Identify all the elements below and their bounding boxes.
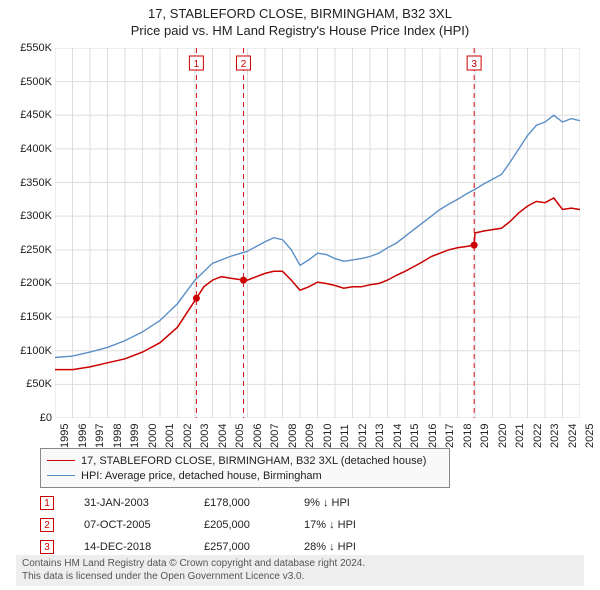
x-tick-label: 2018: [462, 424, 474, 448]
y-tick-label: £500K: [4, 76, 52, 88]
x-tick-label: 2006: [252, 424, 264, 448]
x-tick-label: 2010: [322, 424, 334, 448]
x-tick-label: 1997: [94, 424, 106, 448]
x-tick-label: 2007: [269, 424, 281, 448]
svg-text:1: 1: [194, 59, 200, 70]
x-tick-label: 2025: [584, 424, 596, 448]
x-tick-label: 2019: [479, 424, 491, 448]
legend-swatch-property: [47, 460, 75, 461]
y-tick-label: £0: [4, 412, 52, 424]
x-tick-label: 2021: [514, 424, 526, 448]
x-tick-label: 2020: [497, 424, 509, 448]
footer-line-1: Contains HM Land Registry data © Crown c…: [22, 558, 578, 571]
marker-diff-3: 28% ↓ HPI: [304, 541, 414, 553]
legend-swatch-hpi: [47, 475, 75, 476]
y-tick-label: £550K: [4, 42, 52, 54]
x-tick-label: 2014: [392, 424, 404, 448]
y-tick-label: £450K: [4, 109, 52, 121]
x-tick-label: 2012: [357, 424, 369, 448]
title-line-2: Price paid vs. HM Land Registry's House …: [0, 23, 600, 38]
legend: 17, STABLEFORD CLOSE, BIRMINGHAM, B32 3X…: [40, 448, 450, 488]
x-tick-label: 2017: [444, 424, 456, 448]
x-tick-label: 2005: [234, 424, 246, 448]
legend-label-property: 17, STABLEFORD CLOSE, BIRMINGHAM, B32 3X…: [81, 455, 426, 467]
x-tick-label: 2008: [287, 424, 299, 448]
marker-date-1: 31-JAN-2003: [84, 497, 204, 509]
y-tick-label: £250K: [4, 244, 52, 256]
x-tick-label: 2013: [374, 424, 386, 448]
x-tick-label: 1996: [77, 424, 89, 448]
legend-item-hpi: HPI: Average price, detached house, Birm…: [47, 468, 443, 483]
x-tick-label: 2015: [409, 424, 421, 448]
x-tick-label: 2022: [532, 424, 544, 448]
x-tick-label: 2024: [567, 424, 579, 448]
x-tick-label: 2000: [147, 424, 159, 448]
marker-date-3: 14-DEC-2018: [84, 541, 204, 553]
marker-row-1: 1 31-JAN-2003 £178,000 9% ↓ HPI: [40, 492, 414, 514]
marker-row-2: 2 07-OCT-2005 £205,000 17% ↓ HPI: [40, 514, 414, 536]
legend-label-hpi: HPI: Average price, detached house, Birm…: [81, 470, 322, 482]
x-tick-label: 2001: [164, 424, 176, 448]
marker-price-1: £178,000: [204, 497, 304, 509]
y-tick-label: £200K: [4, 277, 52, 289]
x-tick-label: 2023: [549, 424, 561, 448]
marker-num-3: 3: [40, 540, 54, 554]
chart-title-block: 17, STABLEFORD CLOSE, BIRMINGHAM, B32 3X…: [0, 0, 600, 38]
y-tick-label: £150K: [4, 311, 52, 323]
page-container: 17, STABLEFORD CLOSE, BIRMINGHAM, B32 3X…: [0, 0, 600, 590]
x-tick-label: 1999: [129, 424, 141, 448]
x-tick-label: 2016: [427, 424, 439, 448]
x-tick-label: 1995: [59, 424, 71, 448]
svg-text:3: 3: [471, 59, 477, 70]
footer: Contains HM Land Registry data © Crown c…: [16, 555, 584, 586]
x-tick-label: 2002: [182, 424, 194, 448]
y-tick-label: £350K: [4, 177, 52, 189]
y-tick-label: £100K: [4, 345, 52, 357]
marker-price-2: £205,000: [204, 519, 304, 531]
line-chart: 1 2 3: [55, 48, 580, 418]
y-tick-label: £300K: [4, 210, 52, 222]
marker-price-3: £257,000: [204, 541, 304, 553]
title-line-1: 17, STABLEFORD CLOSE, BIRMINGHAM, B32 3X…: [0, 6, 600, 21]
svg-text:2: 2: [241, 59, 247, 70]
marker-num-2: 2: [40, 518, 54, 532]
x-tick-label: 2011: [339, 424, 351, 448]
legend-item-property: 17, STABLEFORD CLOSE, BIRMINGHAM, B32 3X…: [47, 453, 443, 468]
x-tick-label: 1998: [112, 424, 124, 448]
x-tick-label: 2009: [304, 424, 316, 448]
x-tick-label: 2004: [217, 424, 229, 448]
footer-line-2: This data is licensed under the Open Gov…: [22, 571, 578, 584]
marker-table: 1 31-JAN-2003 £178,000 9% ↓ HPI 2 07-OCT…: [40, 492, 414, 558]
marker-diff-2: 17% ↓ HPI: [304, 519, 414, 531]
marker-diff-1: 9% ↓ HPI: [304, 497, 414, 509]
x-tick-label: 2003: [199, 424, 211, 448]
y-tick-label: £50K: [4, 378, 52, 390]
marker-date-2: 07-OCT-2005: [84, 519, 204, 531]
marker-num-1: 1: [40, 496, 54, 510]
y-tick-label: £400K: [4, 143, 52, 155]
